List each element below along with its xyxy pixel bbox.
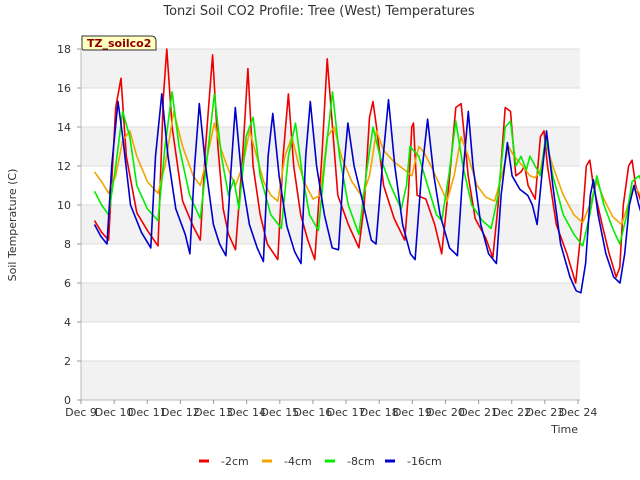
x-axis-label: Time [550,423,578,436]
x-tick-label: Dec 18 [360,406,399,419]
x-tick-label: Dec 20 [426,406,465,419]
x-tick-label: Dec 16 [294,406,333,419]
x-tick-label: Dec 11 [128,406,167,419]
y-tick-label: 12 [57,160,71,173]
x-tick-label: Dec 12 [161,406,200,419]
legend-item-label: -16cm [407,455,442,468]
y-tick-label: 8 [64,238,71,251]
y-tick-label: 0 [64,394,71,407]
plot-band [81,283,580,322]
y-tick-label: 14 [57,121,71,134]
series-lines [93,48,640,294]
x-tick-label: Dec 23 [525,406,564,419]
legend-item-label: -2cm [221,455,249,468]
chart-title: Tonzi Soil CO2 Profile: Tree (West) Temp… [162,4,475,19]
series-line-minus-2cm [93,48,640,284]
x-tick-label: Dec 24 [559,406,598,419]
x-tick-label: Dec 19 [393,406,432,419]
site-badge-label: TZ_soilco2 [87,37,151,50]
x-tick-label: Dec 10 [95,406,134,419]
y-tick-label: 4 [64,316,71,329]
legend-item-label: -8cm [347,455,375,468]
grid-lines [80,48,580,401]
plot-band [81,49,580,88]
y-axis-ticks: 0 2 4 6 8 10 12 14 16 18 [57,43,81,407]
y-axis-label: Soil Temperature (C) [6,169,19,282]
x-tick-label: Dec 15 [260,406,299,419]
site-badge: TZ_soilco2 [81,35,157,51]
x-tick-label: Dec 9 [65,406,97,419]
x-tick-label: Dec 17 [327,406,366,419]
x-tick-label: Dec 21 [459,406,498,419]
x-tick-label: Dec 22 [492,406,531,419]
site-badge-box [81,35,157,51]
plot-band [81,361,580,400]
x-tick-label: Dec 14 [227,406,266,419]
y-tick-label: 6 [64,277,71,290]
y-tick-label: 18 [57,43,71,56]
y-tick-label: 10 [57,199,71,212]
y-tick-label: 2 [64,355,71,368]
series-line-minus-8cm [93,91,640,247]
legend: -2cm -4cm -8cm -16cm [199,455,442,468]
x-tick-label: Dec 13 [194,406,233,419]
legend-item-label: -4cm [284,455,312,468]
y-tick-label: 16 [57,82,71,95]
series-line-minus-16cm [93,93,640,294]
